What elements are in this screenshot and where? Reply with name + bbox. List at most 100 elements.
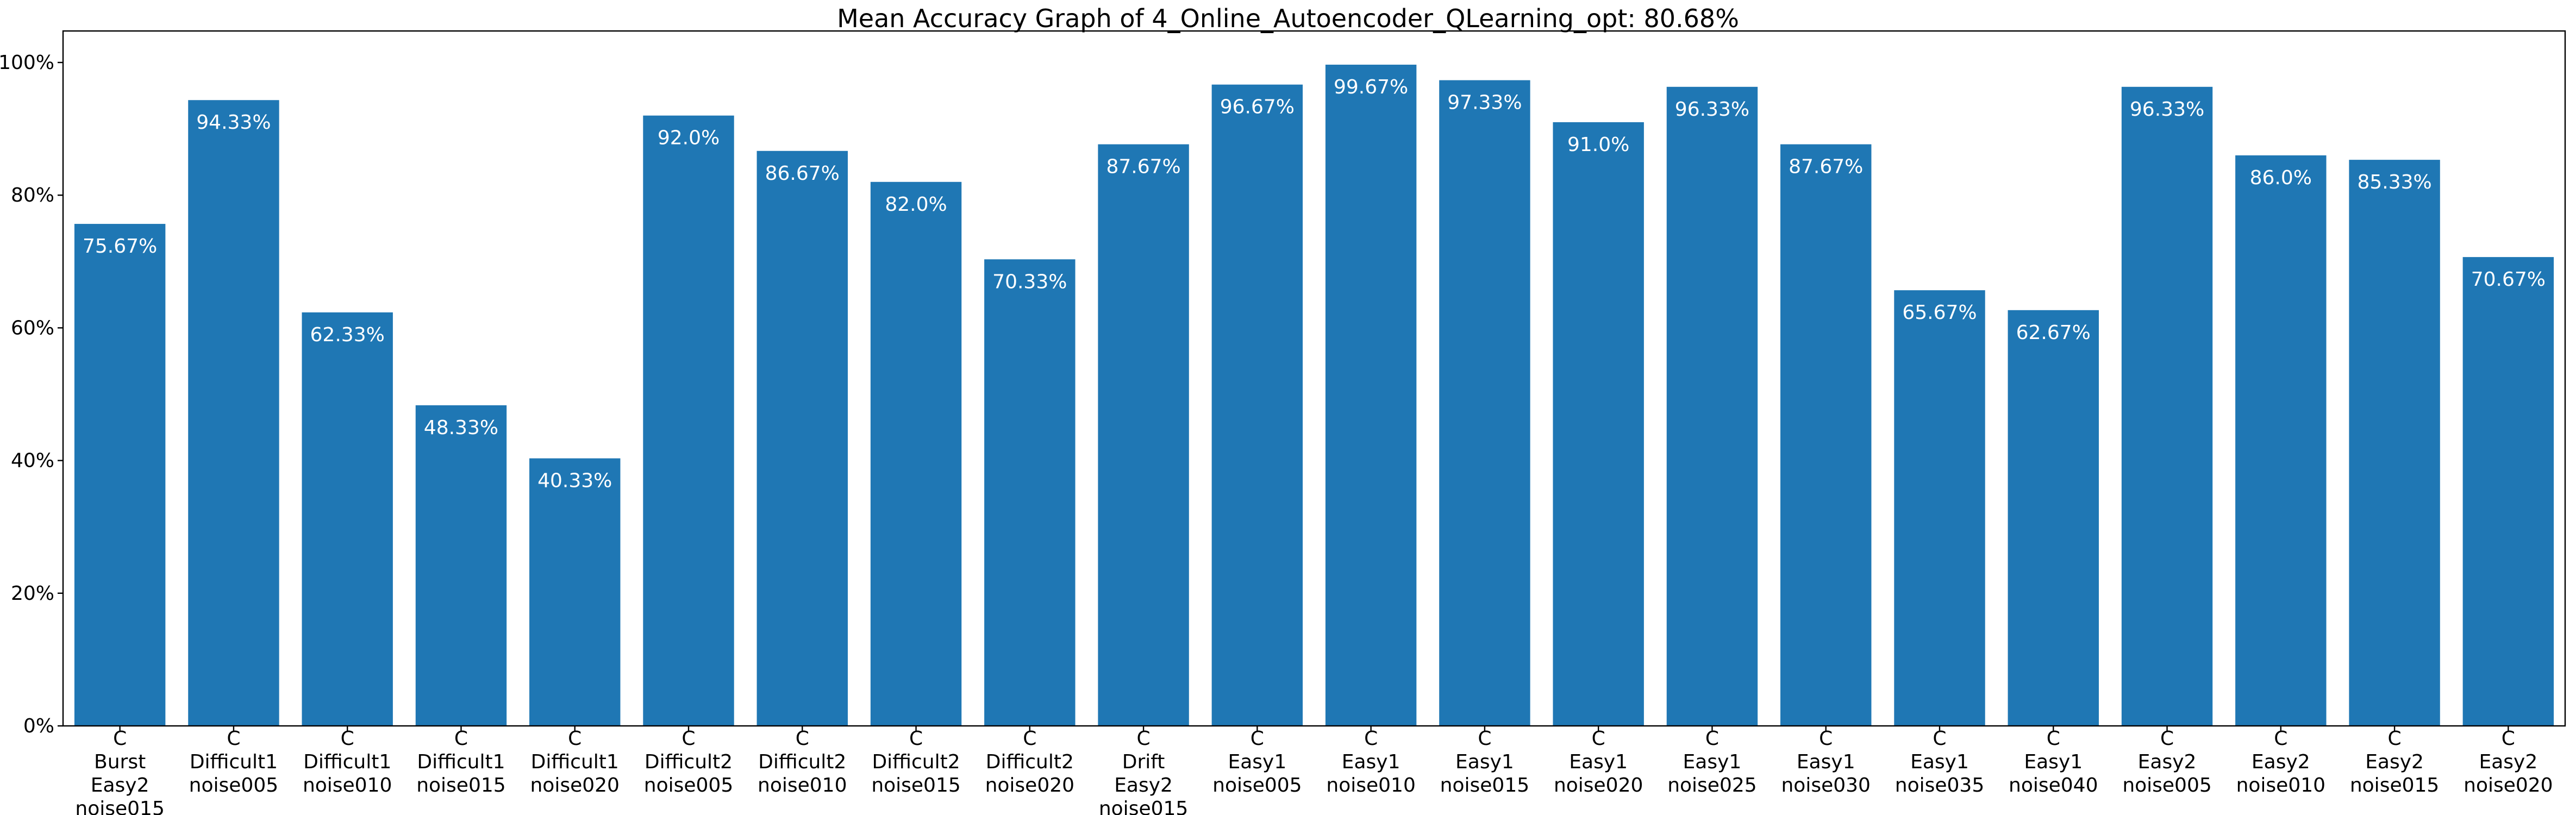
- x-tick-label-line: noise015: [416, 774, 505, 797]
- bar-12: [1325, 65, 1417, 726]
- data-label-8: 82.0%: [885, 193, 947, 216]
- bar-9: [984, 259, 1076, 726]
- x-tick-label-line: noise015: [1440, 774, 1529, 797]
- x-tick-label-line: C: [1251, 728, 1264, 750]
- x-tick-label-line: Easy1: [1228, 751, 1286, 773]
- x-tick-label-line: Difficult2: [986, 751, 1074, 773]
- x-tick-label-line: Difficult2: [645, 751, 733, 773]
- x-tick-label-line: C: [227, 728, 240, 750]
- x-tick-label-21: C Easy2 noise015: [2350, 728, 2439, 797]
- x-tick-label-line: C: [1023, 728, 1036, 750]
- y-tick-label-3: 60%: [11, 317, 54, 339]
- bar-7: [756, 151, 848, 726]
- x-tick-label-line: noise015: [75, 798, 164, 815]
- data-label-3: 62.33%: [310, 324, 385, 346]
- y-tick-label-2: 40%: [11, 450, 54, 472]
- x-tick-label-19: C Easy2 noise005: [2122, 728, 2211, 797]
- x-tick-label-line: noise005: [2122, 774, 2211, 797]
- data-label-13: 97.33%: [1447, 92, 1522, 114]
- bar-6: [643, 115, 734, 726]
- x-tick-label-line: noise015: [2350, 774, 2439, 797]
- x-tick-label-line: Difficult1: [190, 751, 278, 773]
- bar-18: [2008, 310, 2099, 726]
- data-label-15: 96.33%: [1675, 98, 1749, 121]
- chart-title: Mean Accuracy Graph of 4_Online_Autoenco…: [837, 4, 1739, 33]
- x-tick-label-13: C Easy1 noise015: [1440, 728, 1529, 797]
- data-label-1: 75.67%: [83, 235, 157, 258]
- bar-15: [1666, 86, 1758, 726]
- data-label-2: 94.33%: [196, 111, 271, 134]
- x-tick-label-line: noise010: [303, 774, 392, 797]
- data-label-17: 65.67%: [1902, 302, 1977, 324]
- x-tick-label-line: C: [1137, 728, 1151, 750]
- data-label-4: 48.33%: [424, 417, 498, 439]
- x-tick-label-line: noise005: [189, 774, 278, 797]
- x-tick-label-line: C: [681, 728, 695, 750]
- x-tick-label-line: Easy1: [2024, 751, 2083, 773]
- bar-17: [1894, 290, 1985, 726]
- data-label-5: 40.33%: [537, 470, 612, 492]
- x-tick-label-6: C Difficult2 noise005: [644, 728, 733, 797]
- bar-2: [188, 100, 279, 726]
- x-tick-label-10: C Drift Easy2 noise015: [1099, 728, 1188, 815]
- x-tick-label-line: Easy2: [2365, 751, 2424, 773]
- data-label-14: 91.0%: [1567, 134, 1629, 156]
- x-tick-label-line: noise020: [2464, 774, 2553, 797]
- x-tick-label-line: noise025: [1667, 774, 1756, 797]
- x-tick-label-15: C Easy1 noise025: [1667, 728, 1756, 797]
- x-tick-label-9: C Difficult2 noise020: [985, 728, 1074, 797]
- x-tick-label-line: Difficult1: [531, 751, 619, 773]
- x-tick-label-11: C Easy1 noise005: [1212, 728, 1302, 797]
- bar-21: [2349, 160, 2440, 726]
- x-tick-label-line: Drift: [1122, 751, 1165, 773]
- x-tick-label-line: noise020: [985, 774, 1074, 797]
- x-tick-label-line: Easy2: [2479, 751, 2537, 773]
- x-tick-label-line: Easy1: [1455, 751, 1514, 773]
- x-tick-label-line: noise030: [1781, 774, 1870, 797]
- bar-3: [302, 312, 393, 726]
- data-label-16: 87.67%: [1789, 156, 1863, 178]
- bar-22: [2462, 257, 2554, 726]
- data-label-7: 86.67%: [765, 162, 840, 185]
- x-tick-label-line: noise005: [644, 774, 733, 797]
- bar-1: [74, 224, 166, 726]
- x-tick-label-18: C Easy1 noise040: [2009, 728, 2098, 797]
- plot-frame: [62, 30, 2566, 727]
- x-tick-label-line: noise040: [2009, 774, 2098, 797]
- bars-layer: [74, 65, 2554, 726]
- x-tick-label-line: C: [796, 728, 809, 750]
- bar-13: [1439, 80, 1530, 726]
- data-label-19: 96.33%: [2130, 98, 2204, 121]
- x-tick-label-line: C: [2047, 728, 2060, 750]
- x-tick-label-1: C Burst Easy2 noise015: [75, 728, 164, 815]
- x-tick-label-12: C Easy1 noise010: [1326, 728, 1415, 797]
- x-tick-label-line: noise010: [1326, 774, 1415, 797]
- x-tick-label-line: Easy1: [1569, 751, 1628, 773]
- x-tick-label-line: C: [113, 728, 127, 750]
- bar-8: [870, 181, 962, 726]
- y-tick-label-0: 0%: [23, 715, 54, 737]
- x-tick-label-20: C Easy2 noise010: [2236, 728, 2325, 797]
- data-label-9: 70.33%: [992, 271, 1067, 293]
- x-tick-label-line: Easy1: [1910, 751, 1969, 773]
- x-tick-label-line: Easy2: [1114, 774, 1173, 797]
- x-tick-label-line: C: [1364, 728, 1378, 750]
- x-tick-label-line: Difficult1: [303, 751, 391, 773]
- x-tick-label-line: C: [1933, 728, 1946, 750]
- x-tick-label-line: Easy2: [91, 774, 149, 797]
- x-tick-label-7: C Difficult2 noise010: [758, 728, 847, 797]
- x-tick-label-line: C: [1819, 728, 1833, 750]
- x-tick-label-line: noise010: [758, 774, 847, 797]
- x-tick-label-4: C Difficult1 noise015: [416, 728, 505, 797]
- x-tick-label-line: noise005: [1212, 774, 1302, 797]
- x-tick-label-line: C: [1705, 728, 1719, 750]
- x-tick-label-line: C: [2502, 728, 2515, 750]
- data-label-22: 70.67%: [2471, 268, 2546, 291]
- x-tick-label-22: C Easy2 noise020: [2464, 728, 2553, 797]
- x-tick-label-3: C Difficult1 noise010: [303, 728, 392, 797]
- y-tick-label-4: 80%: [11, 184, 54, 206]
- x-tick-label-line: C: [909, 728, 923, 750]
